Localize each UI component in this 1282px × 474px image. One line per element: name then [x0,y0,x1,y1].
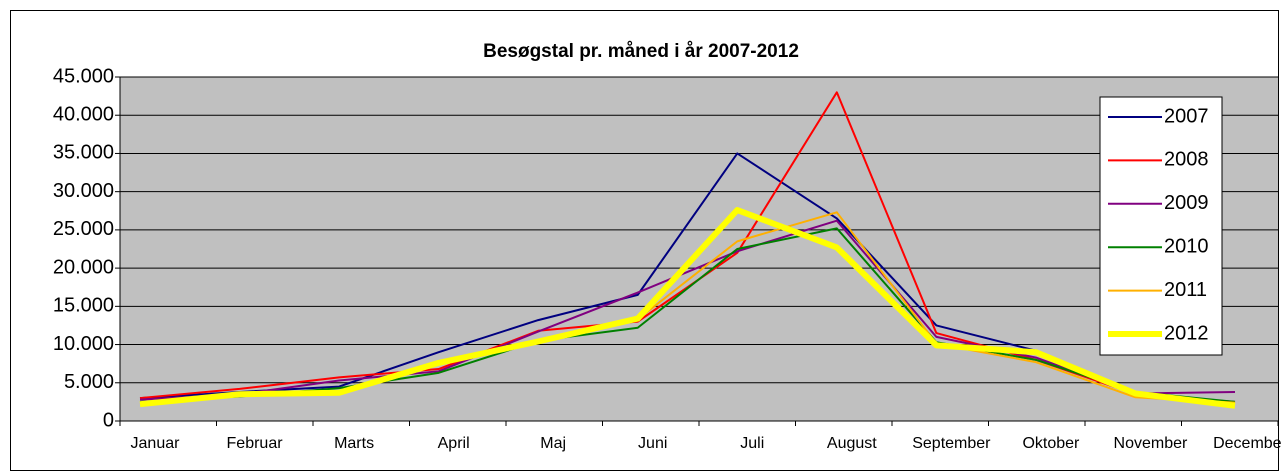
x-tick-label: November [1114,435,1188,452]
x-tick-label: Januar [131,435,181,452]
y-tick-label: 35.000 [53,142,114,164]
legend-label: 2012 [1164,322,1209,344]
x-tick-label: September [912,435,991,452]
legend-label: 2011 [1164,279,1207,301]
y-tick-label: 25.000 [53,218,114,240]
y-tick-label: 10.000 [53,333,114,355]
x-tick-label: April [438,435,470,452]
legend-label: 2009 [1164,192,1209,214]
y-tick-label: 0 [103,409,114,431]
x-tick-label: Maj [540,435,566,452]
y-tick-label: 30.000 [53,180,114,202]
legend-box [1099,96,1223,356]
series-line [139,227,1236,403]
chart-title: Besøgstal pr. måned i år 2007-2012 [483,41,799,62]
x-tick-label: December [1213,435,1282,452]
legend: 2007 2008 2009 2010 2011 2012 [1099,96,1223,356]
series-line [139,207,1236,409]
x-tick-label: Oktober [1022,435,1080,452]
y-tick-label: 5.000 [64,371,114,393]
y-tick-label: 40.000 [53,104,114,126]
y-tick-label: 45.000 [53,65,114,87]
y-tick-label: 20.000 [53,256,114,278]
legend-label: 2010 [1164,235,1209,257]
series-line [139,219,1236,401]
y-tick-label: 15.000 [53,295,114,317]
x-tick-label: Marts [334,435,374,452]
x-tick-label: Februar [227,435,284,452]
x-tick-label: Juni [638,435,667,452]
x-tick-label: Juli [740,435,764,452]
x-tick-label: August [827,435,877,452]
legend-label: 2007 [1164,105,1209,127]
legend-label: 2008 [1164,149,1209,171]
